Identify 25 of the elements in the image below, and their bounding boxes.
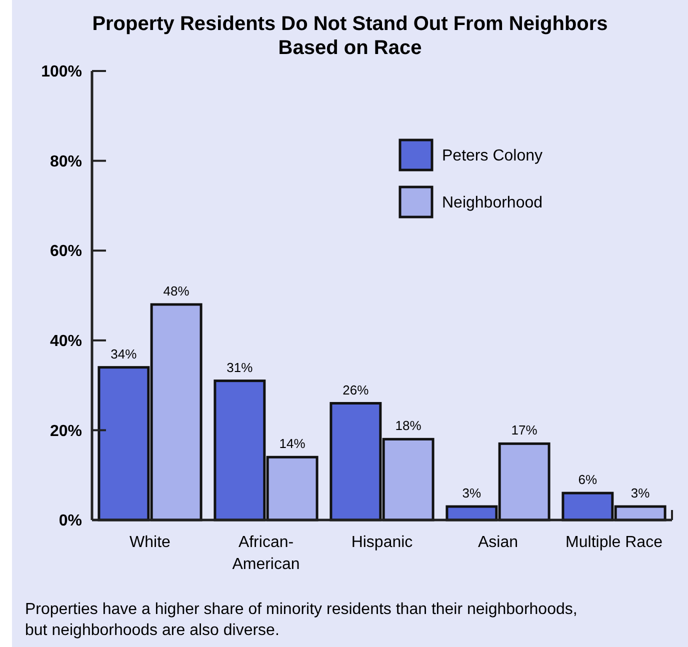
- data-label: 18%: [395, 418, 422, 434]
- y-tick-label: 40%: [50, 333, 82, 350]
- x-tick-label: Hispanic: [351, 534, 413, 551]
- y-tick-label: 80%: [50, 153, 82, 170]
- y-tick-label: 100%: [41, 64, 82, 81]
- x-tick-label: Asian: [478, 534, 518, 551]
- data-label: 26%: [342, 382, 370, 398]
- y-tick-label: 0%: [58, 512, 82, 530]
- data-label: 3%: [630, 486, 650, 501]
- data-label: 3%: [462, 486, 482, 501]
- chart-title: Property Residents Do Not Stand Out From Neighbors Based on Race: [92, 13, 608, 59]
- data-label: 34%: [110, 346, 138, 362]
- x-tick-label: African-American: [232, 534, 300, 573]
- y-tick-label: 60%: [50, 243, 82, 260]
- x-tick-label: White: [130, 534, 171, 551]
- text: Properties have a higher share of minority residents than their neighborhoods, but neighborhoods are also diverse.: [25, 601, 578, 639]
- legend-label: Peters Colony: [442, 148, 542, 165]
- data-label: 14%: [279, 436, 306, 452]
- y-tick-label: 20%: [50, 422, 82, 440]
- legend-label: Neighborhood: [442, 194, 543, 212]
- data-label: 6%: [578, 472, 598, 488]
- data-label: 48%: [163, 283, 190, 298]
- data-label: 17%: [511, 422, 538, 438]
- x-tick-label: Multiple Race: [566, 534, 663, 551]
- data-label: 31%: [226, 360, 254, 375]
